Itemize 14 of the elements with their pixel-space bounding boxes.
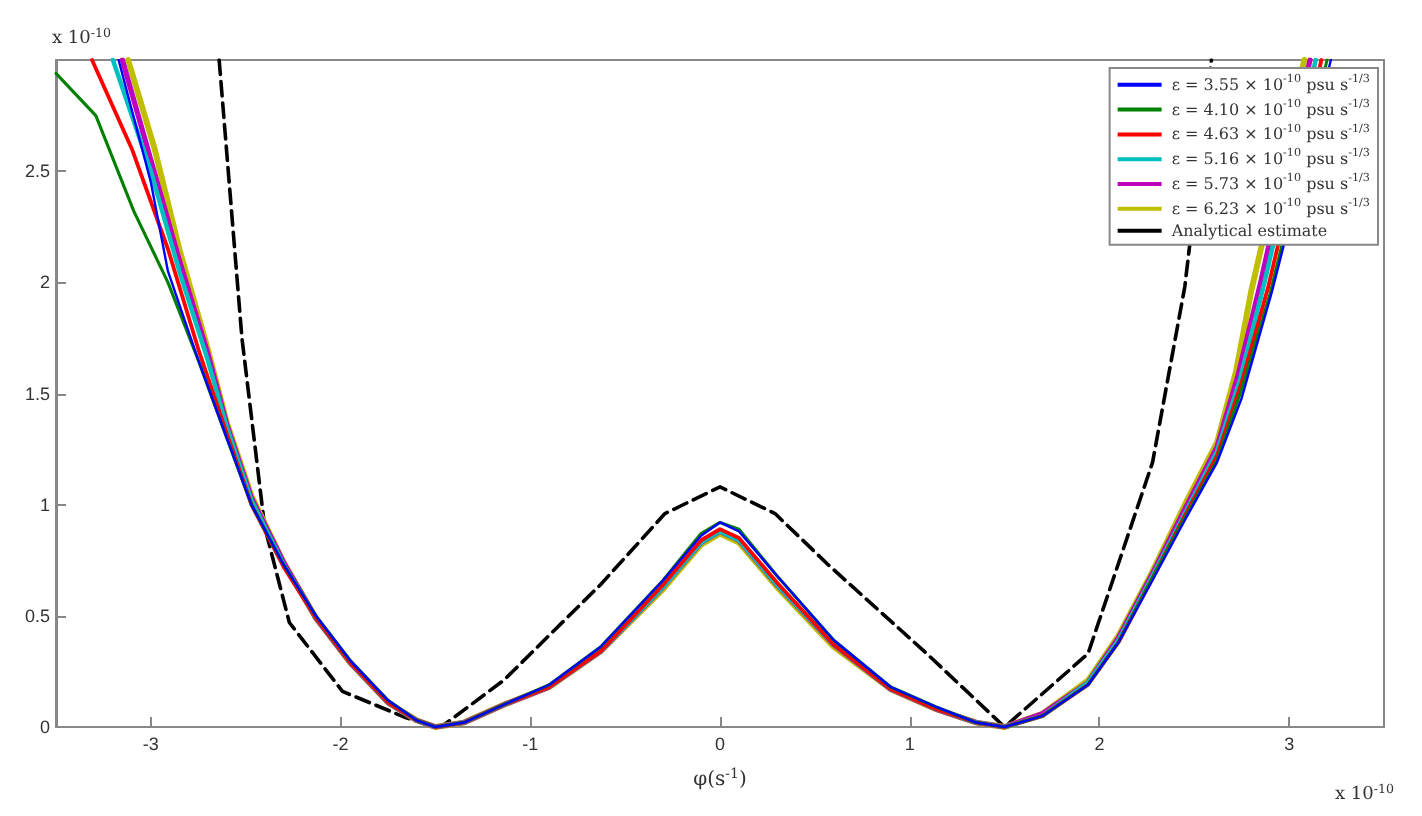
x-tick-label: 1 <box>904 734 915 754</box>
y-tick-label: 2.5 <box>24 161 50 182</box>
x-tick-label: -2 <box>332 734 349 754</box>
y-tick-label: 1 <box>39 494 50 515</box>
y-tick-label: 1.5 <box>24 383 50 404</box>
x-tick-label: 0 <box>714 734 726 754</box>
x-tick-label: -3 <box>142 734 159 754</box>
legend-label: Analytical estimate <box>1169 221 1328 240</box>
y-tick-label: 2 <box>39 272 50 293</box>
y-tick-label: 0 <box>39 717 50 737</box>
x-tick-label: -1 <box>522 734 539 754</box>
x-tick-label: 2 <box>1094 734 1105 754</box>
y-tick-label: 0.5 <box>24 605 50 626</box>
x-tick-label: 3 <box>1284 734 1295 754</box>
